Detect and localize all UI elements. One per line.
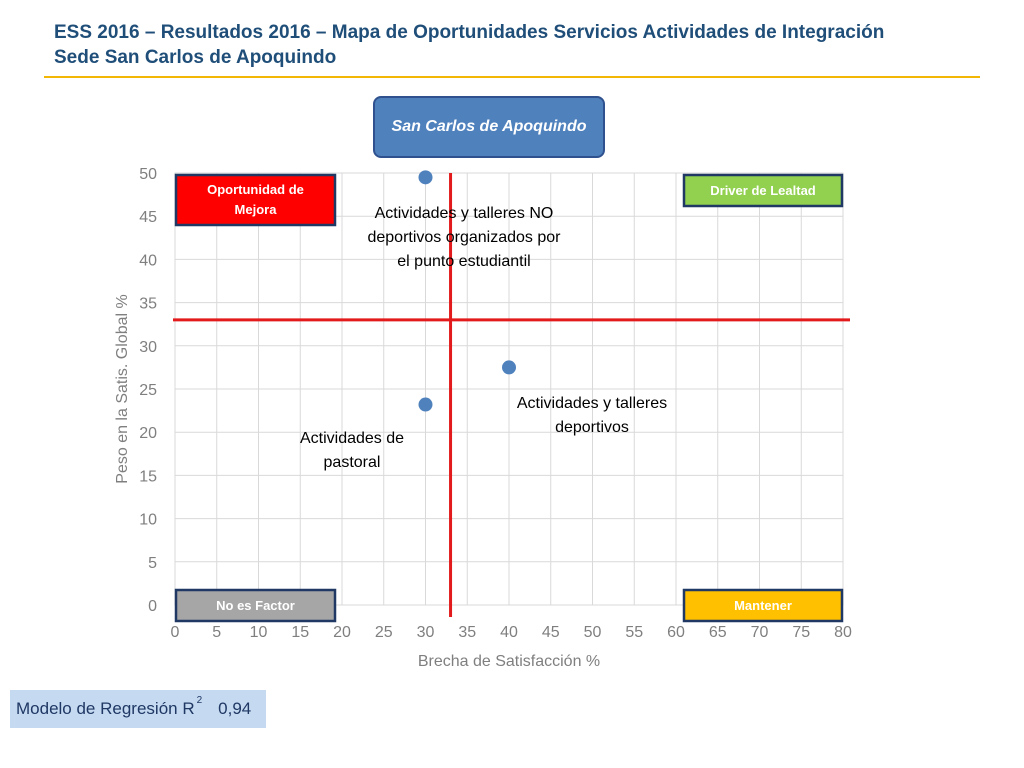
x-tick-label: 75 [792,624,810,641]
site-label: San Carlos de Apoquindo [391,118,587,135]
y-tick-label: 15 [139,468,157,485]
quadrant-label: No es Factor [216,598,295,613]
data-point [502,360,516,375]
x-tick-label: 10 [250,624,268,641]
x-tick-label: 70 [751,624,769,641]
y-tick-label: 30 [139,339,157,356]
y-tick-label: 20 [139,425,157,442]
y-tick-label: 40 [139,252,157,269]
quadrant-bottom-right: Mantener [682,588,844,623]
reference-lines [173,173,850,617]
x-tick-label: 40 [500,624,518,641]
chart-grid [174,172,844,606]
x-tick-label: 55 [625,624,643,641]
y-tick-label: 45 [139,209,157,226]
chart-ticks: 0 5 10 15 20 25 30 35 40 45 50 55 60 65 70 75 80 0 5 10 15 20… [139,166,852,641]
quadrant-labels: Oportunidad de Mejora Driver de Lealtad No … [174,173,844,623]
x-tick-label: 65 [709,624,727,641]
x-tick-label: 45 [542,624,560,641]
data-point [418,170,433,185]
quadrant-box [682,588,844,623]
y-tick-label: 10 [139,512,157,529]
regression-value: 0,94 [218,699,252,718]
x-tick-label: 30 [417,624,435,641]
x-tick-label: 80 [834,624,852,641]
quadrant-bottom-left: No es Factor [174,588,337,623]
y-tick-label: 5 [148,555,157,572]
x-axis-label: Brecha de Satisfacción % [418,653,600,670]
regression-label: Modelo de Regresión R [16,699,195,718]
y-tick-label: 50 [139,166,157,183]
data-point-label: Actividades y talleres deportivos [517,395,667,436]
page-title: ESS 2016 – Resultados 2016 – Mapa de Opo… [54,20,994,70]
x-tick-label: 60 [667,624,685,641]
quadrant-top-left: Oportunidad de Mejora [174,173,337,227]
quadrant-top-right: Driver de Lealtad [682,173,844,208]
data-point-group: Actividades y talleres deportivos [502,360,667,436]
site-label-box: San Carlos de Apoquindo [373,96,605,158]
title-underline [44,76,980,78]
data-point-group: Actividades de pastoral [300,397,433,471]
data-point-label: Actividades y talleres NO deportivos orga… [367,205,561,270]
y-tick-label: 35 [139,296,157,313]
quadrant-label: Oportunidad de Mejora [207,182,304,217]
quadrant-box [174,588,337,623]
quadrant-label: Driver de Lealtad [710,183,816,198]
x-tick-label: 20 [333,624,351,641]
data-point-group: Actividades y talleres NO deportivos orga… [367,170,561,270]
title-line-2: Sede San Carlos de Apoquindo [54,47,337,68]
quadrant-box [174,173,337,227]
regression-superscript: 2 [196,694,203,706]
x-tick-label: 15 [291,624,309,641]
x-tick-label: 25 [375,624,393,641]
y-tick-label: 25 [139,382,157,399]
plot-area [174,172,844,606]
data-point-label: Actividades de pastoral [300,430,404,471]
data-points: Actividades y talleres NO deportivos orga… [300,170,667,471]
x-tick-label: 50 [584,624,602,641]
regression-box: Modelo de Regresión R 2 0,94 [10,690,266,728]
title-line-1: ESS 2016 – Resultados 2016 – Mapa de Opo… [54,22,885,43]
quadrant-label: Mantener [734,598,792,613]
x-tick-label: 0 [171,624,180,641]
y-tick-label: 0 [148,598,157,615]
x-tick-label: 35 [458,624,476,641]
quadrant-box [682,173,844,208]
data-point [418,397,433,412]
y-axis-label: Peso en la Satis. Global % [114,294,131,483]
x-tick-label: 5 [212,624,221,641]
